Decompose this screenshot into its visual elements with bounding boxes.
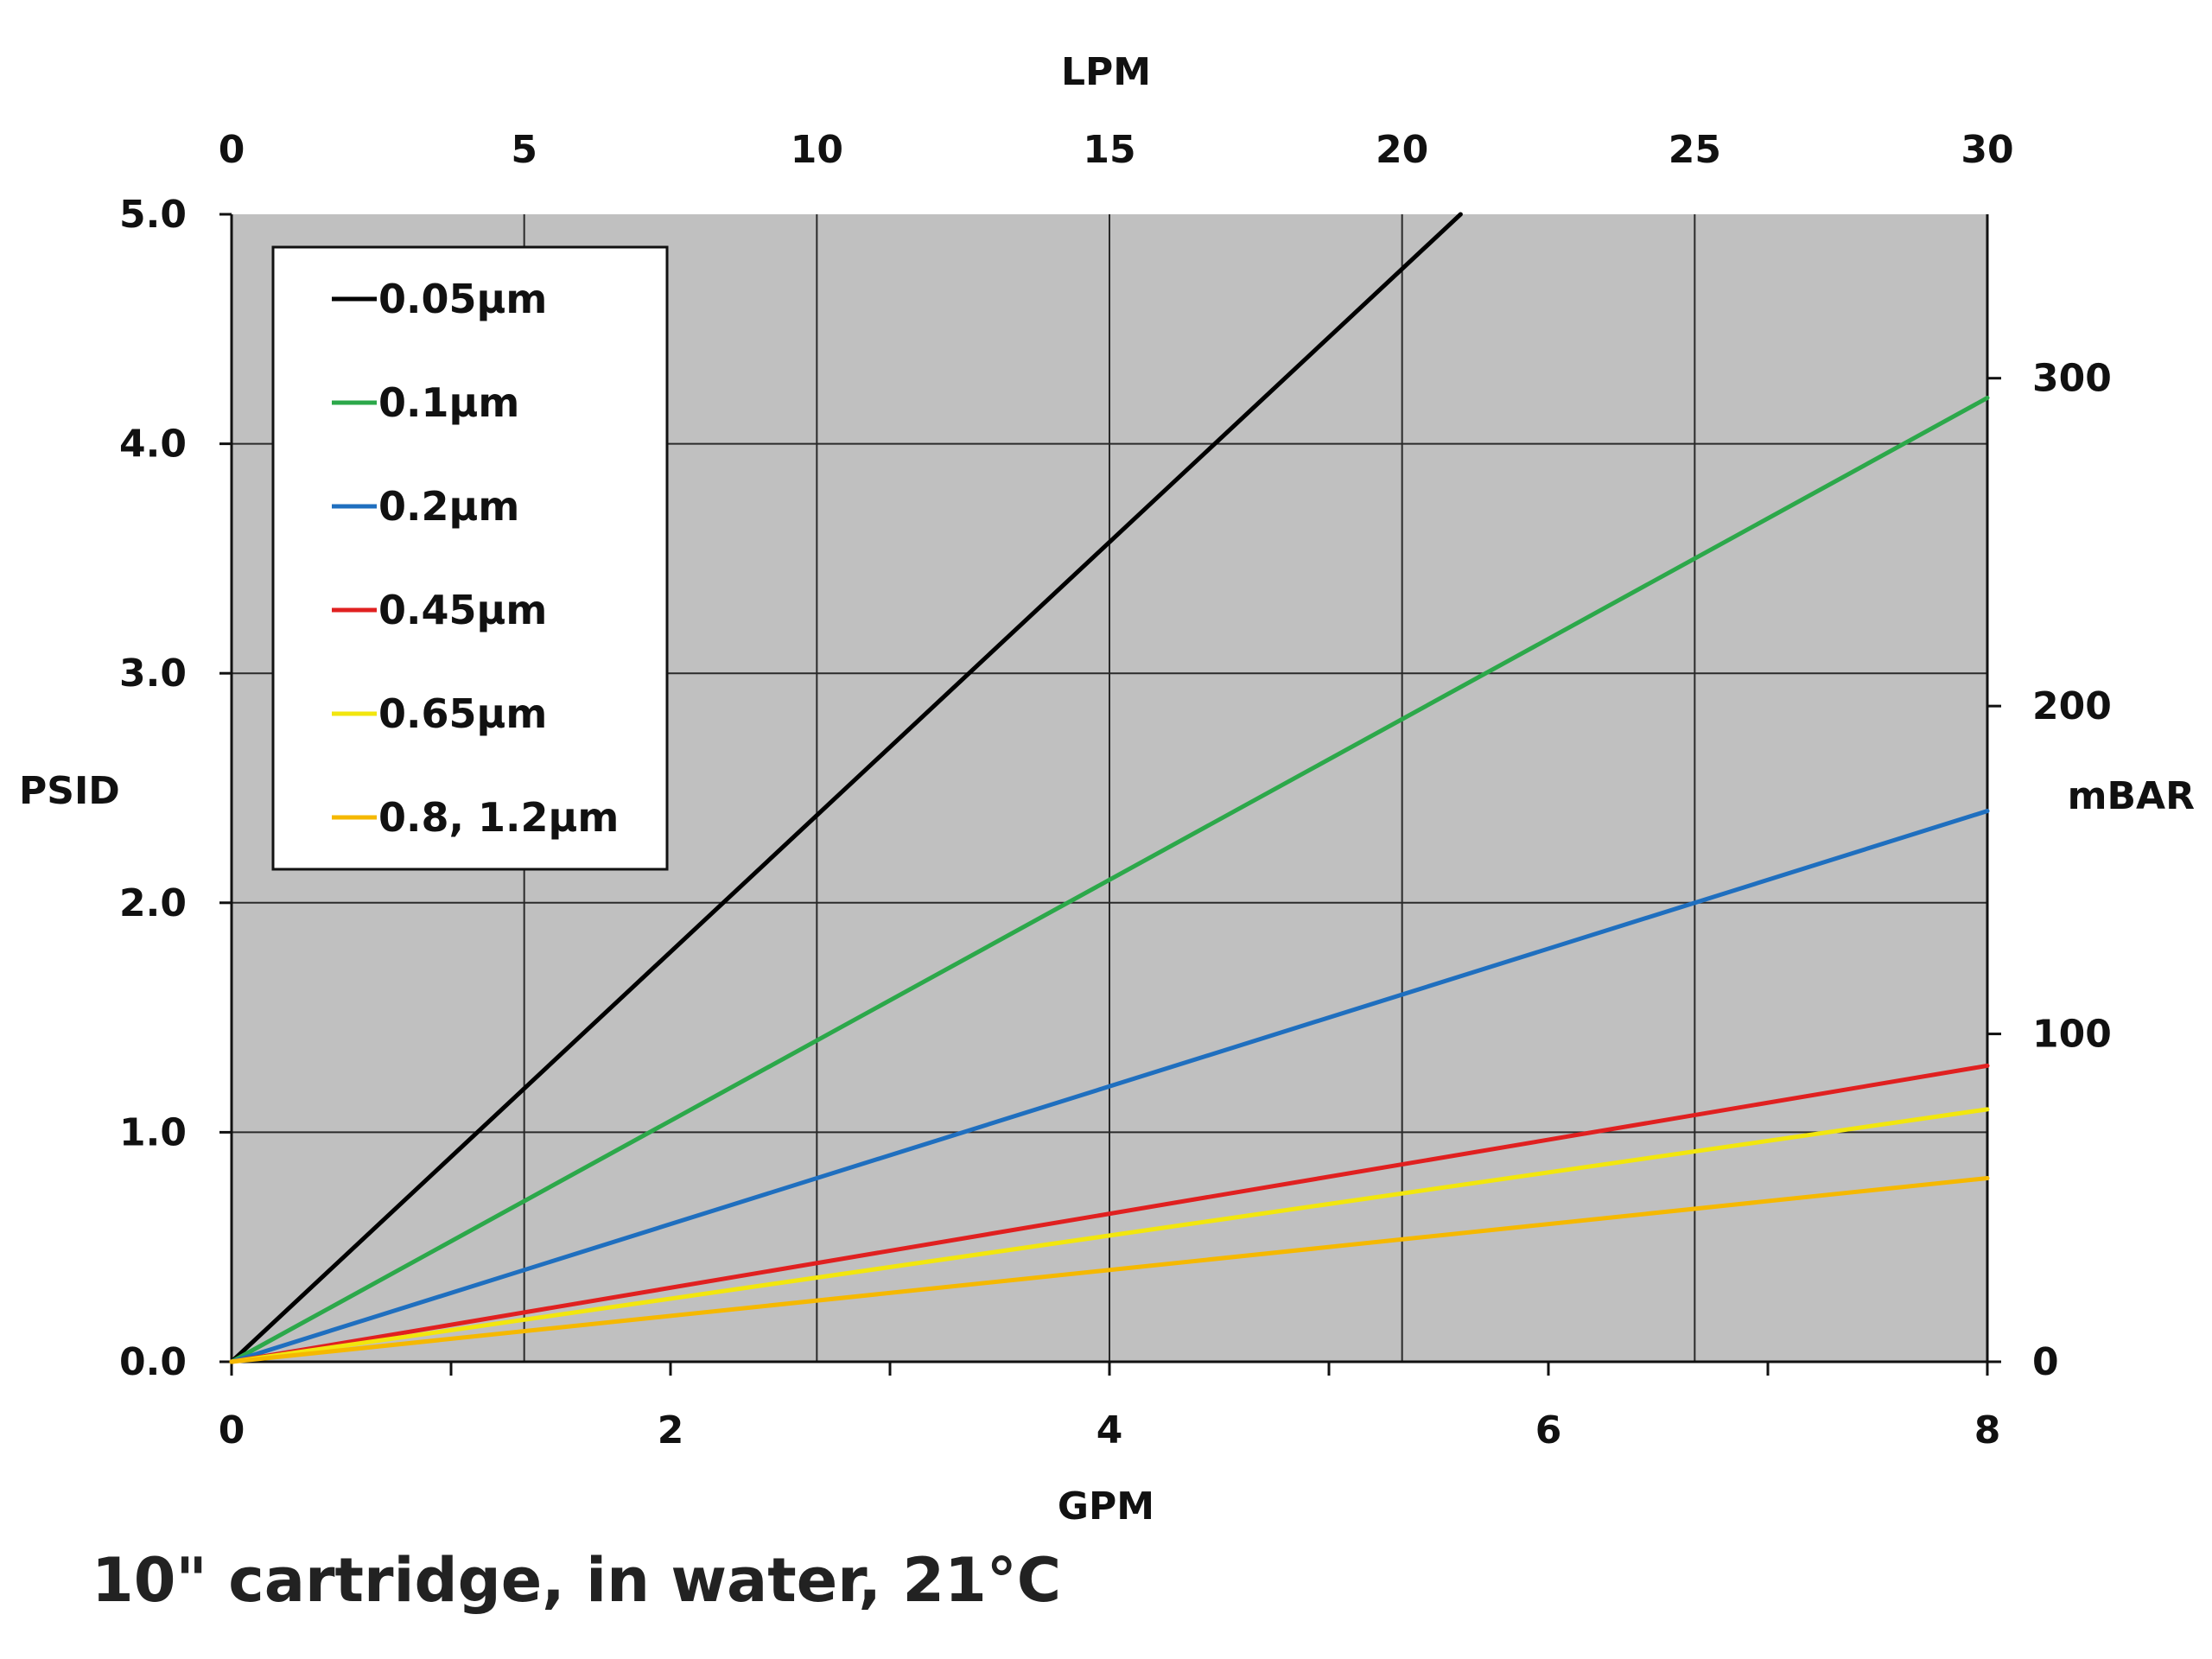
legend-label: 0.65µm bbox=[378, 690, 547, 737]
y2-tick-label: 100 bbox=[2032, 1013, 2112, 1057]
legend-label: 0.45µm bbox=[378, 587, 547, 633]
y-tick-label: 4.0 bbox=[119, 423, 187, 467]
y2-tick-label: 200 bbox=[2032, 684, 2112, 728]
series-line-3 bbox=[229, 1063, 1990, 1364]
y-tick-label: 5.0 bbox=[119, 193, 187, 237]
x-tick-label: 8 bbox=[1974, 1408, 2001, 1452]
legend-label: 0.05µm bbox=[378, 276, 547, 322]
y-tick-label: 1.0 bbox=[119, 1110, 187, 1154]
legend-label: 0.1µm bbox=[378, 379, 519, 426]
x-tick-label: 0 bbox=[219, 1408, 245, 1452]
chart-caption: 10" cartridge, in water, 21°C bbox=[92, 1545, 1062, 1616]
x2-axis-title: LPM bbox=[1061, 50, 1151, 94]
y2-tick-label: 0 bbox=[2032, 1340, 2059, 1384]
tick-labels: 0.01.02.03.04.05.00 5 10 15 20 25 300 2 4 6 801002… bbox=[119, 128, 2112, 1452]
series-line-5 bbox=[229, 1176, 1990, 1364]
x-tick-label: 4 bbox=[1096, 1408, 1123, 1452]
x2-tick-label: 5 bbox=[511, 128, 537, 172]
series-line-1 bbox=[229, 395, 1990, 1364]
series-line-2 bbox=[229, 809, 1990, 1364]
x2-tick-label: 20 bbox=[1376, 128, 1428, 172]
y-tick-label: 2.0 bbox=[119, 881, 187, 925]
y-tick-label: 0.0 bbox=[119, 1340, 187, 1384]
axes bbox=[219, 213, 2001, 1376]
x2-tick-label: 0 bbox=[219, 128, 245, 172]
series-line-0 bbox=[229, 212, 1463, 1364]
y-tick-label: 3.0 bbox=[119, 652, 187, 696]
x2-tick-label: 25 bbox=[1669, 128, 1721, 172]
chart: 0.01.02.03.04.05.00 5 10 15 20 25 300 2 4 6 801002… bbox=[19, 50, 2195, 1529]
legend-box bbox=[271, 245, 669, 871]
y2-axis-title: mBAR bbox=[2068, 774, 2195, 818]
y-axis-title: PSID bbox=[19, 769, 120, 813]
x2-tick-label: 10 bbox=[791, 128, 843, 172]
x-tick-label: 2 bbox=[658, 1408, 684, 1452]
x2-tick-label: 15 bbox=[1083, 128, 1135, 172]
x-tick-label: 6 bbox=[1535, 1408, 1562, 1452]
x2-tick-label: 30 bbox=[1961, 128, 2013, 172]
legend: 0.05µm 0.1µm 0.2µm 0.45µm 0.65µm 0.8, 1.2µm bbox=[271, 245, 669, 871]
legend-label: 0.2µm bbox=[378, 483, 519, 530]
series-line-4 bbox=[229, 1107, 1990, 1364]
y2-tick-label: 300 bbox=[2032, 357, 2112, 401]
series-lines bbox=[229, 212, 1990, 1364]
x-axis-title: GPM bbox=[1058, 1484, 1154, 1529]
legend-label: 0.8, 1.2µm bbox=[378, 794, 619, 841]
